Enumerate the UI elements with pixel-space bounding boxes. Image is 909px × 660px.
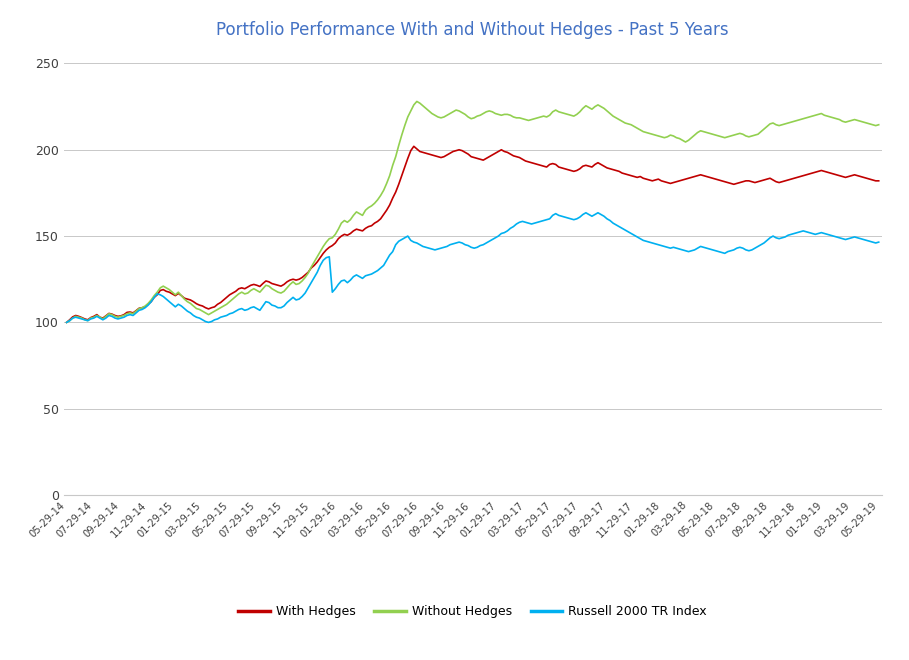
Legend: With Hedges, Without Hedges, Russell 2000 TR Index: With Hedges, Without Hedges, Russell 200… (234, 601, 712, 624)
Title: Portfolio Performance With and Without Hedges - Past 5 Years: Portfolio Performance With and Without H… (216, 21, 729, 39)
